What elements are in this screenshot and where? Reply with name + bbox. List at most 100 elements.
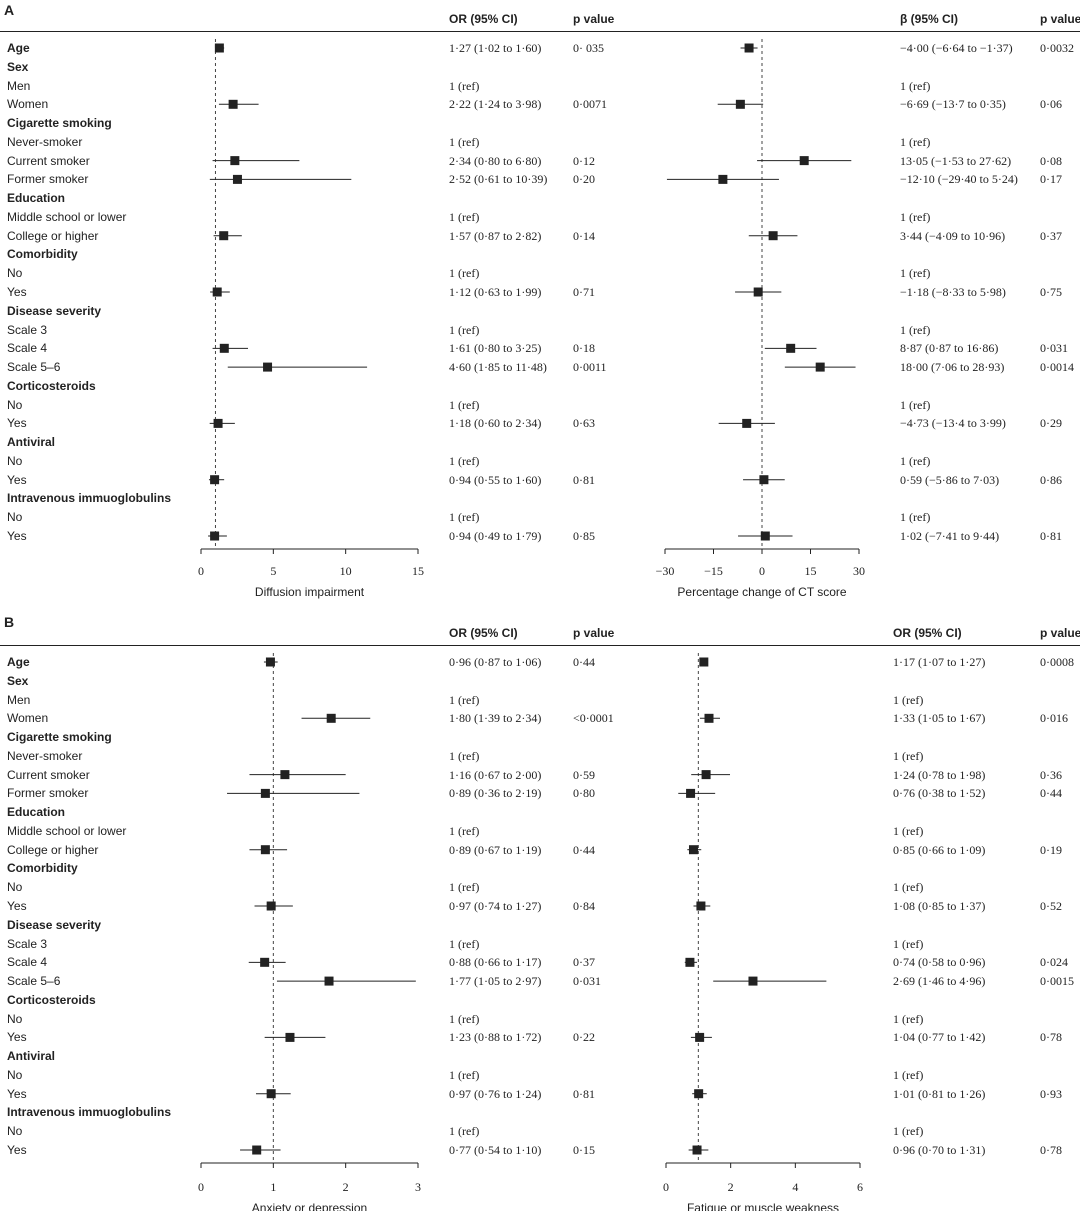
estimate-ci-value: 8·87 (0·87 to 16·86) [900, 341, 999, 356]
point-estimate-marker [219, 231, 229, 241]
point-estimate-marker [326, 713, 336, 723]
point-estimate-marker [704, 713, 714, 723]
estimate-ci-value: 1 (ref) [449, 453, 480, 468]
estimate-ci-value: 0·96 (0·87 to 1·06) [449, 655, 542, 669]
estimate-ci-value: 1 (ref) [900, 322, 931, 337]
estimate-ci-value: 1·77 (1·05 to 2·97) [449, 974, 542, 989]
row-label: Yes [7, 285, 27, 299]
point-estimate-marker [285, 1032, 295, 1042]
estimate-ci-value: 0·97 (0·76 to 1·24) [449, 1086, 542, 1101]
p-value: 0·37 [573, 955, 595, 970]
column-header-estimate: OR (95% CI) [893, 626, 962, 640]
row-label: No [7, 510, 23, 525]
estimate-ci-value: 1 (ref) [900, 209, 931, 224]
estimate-ci-value: 1·61 (0·80 to 3·25) [449, 341, 542, 356]
point-estimate-marker [742, 418, 752, 428]
row-category-label: Sex [7, 673, 29, 688]
x-tick-label: 15 [805, 564, 817, 578]
row-label: Women [7, 711, 49, 726]
estimate-ci-value: 1 (ref) [900, 510, 931, 525]
x-tick-label: −15 [704, 564, 723, 578]
x-axis-label: Fatigue or muscle weakness [687, 1201, 839, 1211]
p-value: 0·44 [1040, 786, 1062, 801]
estimate-ci-value: 1 (ref) [893, 692, 924, 707]
row-label: No [7, 1011, 23, 1026]
x-tick-label: −30 [656, 564, 675, 578]
point-estimate-marker [263, 362, 273, 372]
p-value: 0·80 [573, 786, 595, 801]
estimate-ci-value: 0·88 (0·66 to 1·17) [449, 955, 542, 970]
p-value: 0·19 [1040, 842, 1062, 857]
point-estimate-marker [695, 1032, 705, 1042]
estimate-ci-value: 2·69 (1·46 to 4·96) [893, 974, 986, 989]
p-value: 0·15 [573, 1143, 595, 1158]
p-value: 0· 035 [573, 41, 604, 55]
row-category-label: Comorbidity [7, 861, 78, 876]
p-value: 0·81 [573, 472, 595, 487]
point-estimate-marker [753, 287, 763, 297]
estimate-ci-value: 1 (ref) [893, 823, 924, 838]
row-label: Scale 4 [7, 955, 48, 970]
p-value: 0·78 [1040, 1030, 1062, 1045]
row-label: Women [7, 97, 49, 112]
p-value: 0·031 [1040, 341, 1068, 356]
p-value: <0·0001 [573, 711, 614, 726]
row-label: Scale 3 [7, 322, 48, 337]
row-category-label: Intravenous immuoglobulins [7, 491, 172, 506]
column-header-p-value: p value [1040, 626, 1080, 640]
estimate-ci-value: 1·24 (0·78 to 1·98) [893, 767, 986, 782]
row-category-label: Corticosteroids [7, 378, 96, 393]
p-value: 0·85 [573, 529, 595, 544]
estimate-ci-value: 1 (ref) [449, 692, 480, 707]
point-estimate-marker [688, 845, 698, 855]
p-value: 0·031 [573, 974, 601, 989]
estimate-ci-value: 1 (ref) [449, 78, 480, 93]
estimate-ci-value: 1 (ref) [449, 209, 480, 224]
row-label: Yes [7, 1086, 27, 1101]
estimate-ci-value: 2·52 (0·61 to 10·39) [449, 172, 548, 187]
panel-letter: B [4, 614, 15, 630]
estimate-ci-value: 1 (ref) [893, 1124, 924, 1139]
point-estimate-marker [266, 901, 276, 911]
estimate-ci-value: −12·10 (−29·40 to 5·24) [900, 172, 1018, 187]
row-category-label: Intravenous immuoglobulins [7, 1105, 172, 1120]
x-tick-label: 3 [415, 1180, 421, 1194]
estimate-ci-value: 1·33 (1·05 to 1·67) [893, 711, 986, 726]
estimate-ci-value: −4·73 (−13·4 to 3·99) [900, 416, 1006, 431]
p-value: 0·52 [1040, 899, 1062, 913]
estimate-ci-value: 2·22 (1·24 to 3·98) [449, 97, 542, 112]
estimate-ci-value: 0·94 (0·49 to 1·79) [449, 529, 542, 544]
p-value: 0·0071 [573, 97, 607, 112]
row-label: No [7, 397, 23, 412]
estimate-ci-value: 13·05 (−1·53 to 27·62) [900, 153, 1012, 168]
header-rule [0, 31, 1080, 32]
estimate-ci-value: 1 (ref) [449, 397, 480, 412]
row-category-label: Cigarette smoking [7, 116, 112, 131]
p-value: 0·29 [1040, 416, 1062, 431]
row-label: Current smoker [7, 767, 90, 782]
p-value: 0·75 [1040, 285, 1062, 299]
p-value: 0·22 [573, 1030, 595, 1045]
x-tick-label: 2 [343, 1180, 349, 1194]
estimate-ci-value: 1 (ref) [449, 936, 480, 951]
p-value: 0·36 [1040, 767, 1062, 782]
estimate-ci-value: 1 (ref) [893, 936, 924, 951]
point-estimate-marker [696, 901, 706, 911]
estimate-ci-value: 1·02 (−7·41 to 9·44) [900, 529, 1000, 544]
p-value: 0·78 [1040, 1143, 1062, 1158]
point-estimate-marker [815, 362, 825, 372]
point-estimate-marker [260, 957, 270, 967]
point-estimate-marker [265, 657, 275, 667]
point-estimate-marker [210, 475, 220, 485]
estimate-ci-value: 1 (ref) [449, 1067, 480, 1082]
point-estimate-marker [718, 174, 728, 184]
x-tick-label: 10 [340, 564, 352, 578]
column-header-p-value: p value [1040, 12, 1080, 26]
point-estimate-marker [760, 531, 770, 541]
column-header-p-value: p value [573, 12, 615, 26]
estimate-ci-value: 1 (ref) [449, 748, 480, 763]
row-label: Current smoker [7, 153, 90, 168]
x-tick-label: 1 [270, 1180, 276, 1194]
point-estimate-marker [260, 788, 270, 798]
estimate-ci-value: 1 (ref) [893, 748, 924, 763]
